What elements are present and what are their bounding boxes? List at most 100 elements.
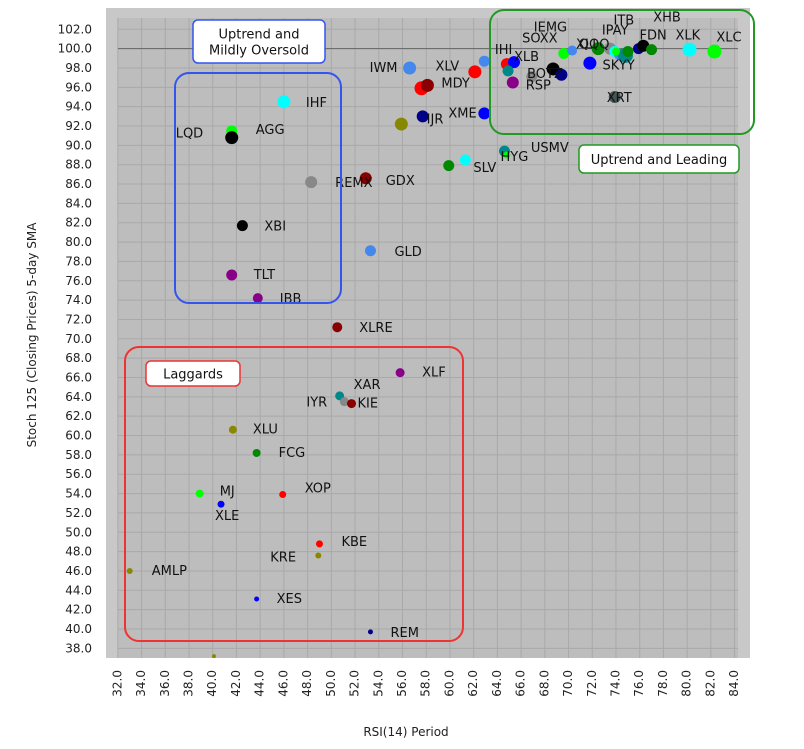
data-point-iyr	[339, 397, 349, 407]
region-label-laggards: Laggards	[163, 368, 223, 383]
y-tick-label: 58.0	[65, 448, 92, 462]
region-label-uptrend-and-mildly-oversold: Uptrend and Mildly Oversold	[209, 28, 309, 59]
point-label-ipay: IPAY	[602, 24, 629, 39]
point-label-rsp: RSP	[526, 79, 551, 94]
region-label-box-uptrend-and-leading	[578, 144, 740, 174]
point-label-iyr: IYR	[306, 396, 327, 411]
point-label-xlc: XLC	[716, 31, 741, 46]
region-label-box-uptrend-and-mildly-oversold	[192, 19, 326, 64]
x-tick-label: 38.0	[182, 670, 196, 697]
x-tick-label: 36.0	[158, 670, 172, 697]
region-box-uptrend-and-leading	[489, 9, 755, 135]
point-label-xes: XES	[277, 592, 302, 607]
point-label-hyg: HYG	[500, 150, 528, 165]
y-tick-label: 90.0	[65, 138, 92, 152]
data-point	[211, 654, 216, 659]
data-point-xlb	[507, 56, 520, 69]
y-tick-label: 96.0	[65, 80, 92, 94]
data-point-usmv	[503, 151, 511, 159]
data-point-kre	[315, 552, 322, 559]
y-tick-label: 100.0	[58, 42, 92, 56]
point-label-agg: AGG	[256, 123, 285, 138]
data-point	[611, 47, 620, 56]
y-tick-label: 52.0	[65, 506, 92, 520]
data-point-gdx	[359, 172, 372, 185]
data-point-xbi	[236, 220, 248, 232]
data-point-rsp	[526, 71, 538, 83]
region-label-uptrend-and-leading: Uptrend and Leading	[591, 153, 727, 168]
data-point	[478, 55, 490, 67]
point-label-xop: XOP	[305, 482, 331, 497]
data-point-slv	[459, 154, 471, 166]
point-label-ibb: IBB	[280, 292, 302, 307]
point-label-rem: REM	[390, 626, 418, 641]
point-label-fdn: FDN	[640, 29, 667, 44]
x-axis: 32.0 34.0 36.0 38.0 40.0 42.0 44.0 46.0 48.0 50.0…	[110, 670, 741, 697]
data-point-iwm	[403, 61, 417, 75]
data-point-xlre	[332, 322, 343, 333]
plot-area	[106, 8, 750, 658]
y-tick-label: 78.0	[65, 254, 92, 268]
x-tick-label: 54.0	[371, 670, 385, 697]
point-label-iemg: IEMG	[534, 20, 567, 35]
data-point-xlc	[707, 44, 722, 59]
x-tick-label: 46.0	[276, 670, 290, 697]
data-point	[502, 65, 514, 77]
data-point-xlu	[228, 425, 237, 434]
data-point-ibb	[252, 293, 263, 304]
x-tick-label: 78.0	[656, 670, 670, 697]
y-tick-label: 92.0	[65, 119, 92, 133]
y-tick-label: 64.0	[65, 390, 92, 404]
x-tick-label: 52.0	[348, 670, 362, 697]
point-label-xle: XLE	[215, 509, 239, 524]
y-tick-label: 38.0	[65, 641, 92, 655]
y-tick-label: 54.0	[65, 487, 92, 501]
data-point-kbe	[315, 540, 323, 548]
y-axis-title: Stoch 125 (Closing Prices) 5-day SMA	[25, 222, 39, 448]
y-tick-label: 82.0	[65, 216, 92, 230]
x-tick-label: 62.0	[466, 670, 480, 697]
point-label-xlu: XLU	[253, 423, 278, 438]
data-point	[583, 56, 597, 70]
y-tick-label: 98.0	[65, 61, 92, 75]
point-label-gld: GLD	[394, 245, 421, 260]
x-tick-label: 40.0	[205, 670, 219, 697]
point-label-gdx: GDX	[386, 174, 415, 189]
y-tick-label: 40.0	[65, 622, 92, 636]
x-tick-label: 48.0	[300, 670, 314, 697]
y-axis: 38.0 40.0 42.0 44.0 46.0 48.0 50.0 52.0 54.0 56.0…	[58, 22, 92, 655]
y-tick-label: 62.0	[65, 409, 92, 423]
data-point-ipay	[622, 46, 634, 58]
x-tick-label: 72.0	[585, 670, 599, 697]
point-label-fcg: FCG	[279, 446, 306, 461]
data-point-xlk	[682, 42, 697, 57]
y-tick-label: 50.0	[65, 525, 92, 539]
y-tick-label: 72.0	[65, 312, 92, 326]
x-tick-label: 66.0	[514, 670, 528, 697]
data-point-lqd	[225, 131, 239, 145]
point-label-tlt: TLT	[253, 268, 275, 283]
point-label-skyy: SKYY	[603, 59, 635, 74]
point-label-xlb: XLB	[514, 50, 539, 65]
y-tick-label: 60.0	[65, 429, 92, 443]
x-tick-label: 74.0	[608, 670, 622, 697]
x-tick-label: 56.0	[395, 670, 409, 697]
y-tick-label: 70.0	[65, 332, 92, 346]
x-axis-title: RSI(14) Period	[363, 725, 448, 739]
point-label-soxx: SOXX	[522, 32, 558, 47]
data-point	[394, 117, 408, 131]
x-tick-label: 82.0	[703, 670, 717, 697]
data-point-fcg	[252, 448, 261, 457]
point-label-xlk: XLK	[676, 29, 701, 44]
point-label-xbi: XBI	[264, 220, 286, 235]
data-point-xop	[279, 491, 287, 499]
x-tick-label: 32.0	[110, 670, 124, 697]
data-point-soxx	[567, 45, 578, 56]
x-tick-label: 58.0	[419, 670, 433, 697]
point-label-xrt: XRT	[607, 91, 632, 106]
data-point-rem	[367, 629, 373, 635]
data-point-tlt	[226, 269, 238, 281]
point-label-kbe: KBE	[341, 535, 367, 550]
y-tick-label: 68.0	[65, 351, 92, 365]
